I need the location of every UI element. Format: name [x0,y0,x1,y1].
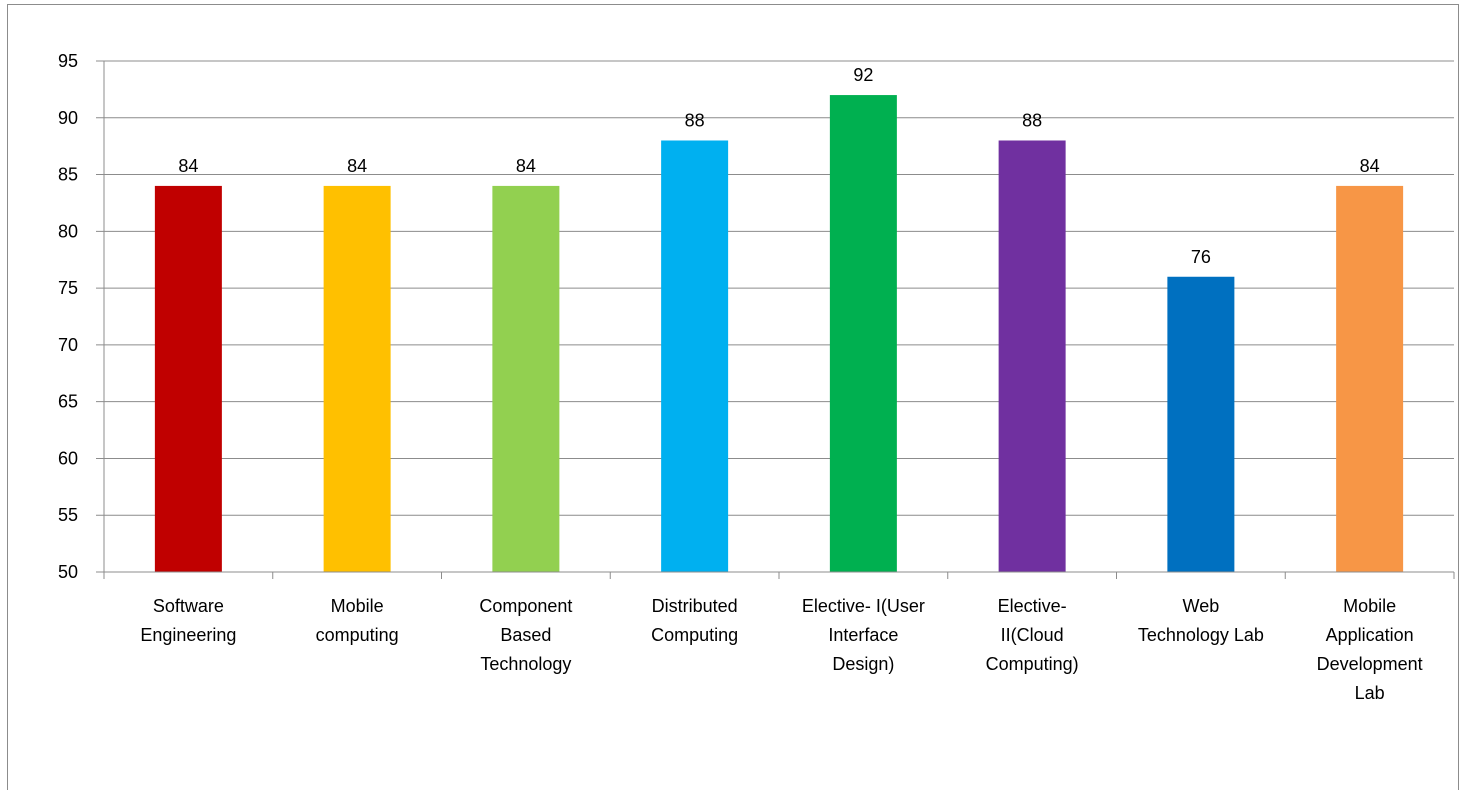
data-label: 84 [516,156,536,176]
bar [1167,276,1235,572]
x-tick-label-line: Software [153,596,224,616]
x-tick-label: Elective- II(Cloud Computing) [986,596,1079,674]
y-tick-label: 55 [58,505,78,525]
gridlines [96,60,1454,516]
x-tick-label: Component Based Technology [479,596,572,674]
x-tick-label-line: Elective- [998,596,1067,616]
x-tick-label-line: Computing [651,625,738,645]
chart-frame [7,4,1459,790]
data-label: 84 [1360,156,1380,176]
x-tick-label-line: Computing) [986,654,1079,674]
y-tick-label: 70 [58,335,78,355]
bar [492,185,560,572]
y-tick-label: 90 [58,108,78,128]
bar [829,95,897,573]
x-tick-label-line: II(Cloud [1001,625,1064,645]
data-label: 84 [178,156,198,176]
x-tick-label: Mobile computing [316,596,399,645]
y-tick-label: 85 [58,165,78,185]
data-label: 92 [853,65,873,85]
x-tick-label-line: Mobile [1343,596,1396,616]
x-tick-label: Distributed Computing [651,596,738,645]
x-tick-label-line: Engineering [140,625,236,645]
bar [323,185,391,572]
x-tick-label: Mobile Application Development Lab [1317,596,1423,703]
bars [154,95,1404,573]
bar [154,185,222,572]
x-tick-label-line: Component [479,596,572,616]
y-tick-label: 50 [58,562,78,582]
x-tick-label-line: Mobile [331,596,384,616]
x-tick-label-line: Technology Lab [1138,625,1264,645]
x-tick-label-line: Distributed [652,596,738,616]
x-tick-label-line: Web [1183,596,1220,616]
y-tick-label: 80 [58,221,78,241]
y-tick-label: 60 [58,448,78,468]
y-tick-label: 65 [58,392,78,412]
x-tick-label-line: Based [500,625,551,645]
x-tick-label-line: Design) [832,654,894,674]
data-labels: 84 84 84 88 92 88 76 84 [178,65,1379,267]
x-tick-label-line: Lab [1355,683,1385,703]
x-tick-label-line: Development [1317,654,1423,674]
bar [1336,185,1404,572]
y-tick-label: 75 [58,278,78,298]
bar [998,140,1066,572]
x-tick-label-line: computing [316,625,399,645]
axes [96,61,1455,579]
x-tick-label-line: Elective- I(User [802,596,925,616]
x-tick-label-line: Application [1326,625,1414,645]
data-label: 76 [1191,247,1211,267]
category-labels: Software Engineering Mobile computing Compon… [140,596,1422,703]
y-tick-label: 95 [58,51,78,71]
x-tick-label: Web Technology Lab [1138,596,1264,645]
x-tick-label: Elective- I(User Interface Design) [802,596,925,674]
x-tick-label-line: Interface [828,625,898,645]
y-tick-labels: 50 55 60 65 70 75 80 85 90 95 [58,51,78,582]
data-label: 88 [1022,110,1042,130]
x-tick-label: Software Engineering [140,596,236,645]
bar [661,140,729,572]
data-label: 84 [347,156,367,176]
data-label: 88 [685,110,705,130]
x-tick-label-line: Technology [480,654,571,674]
